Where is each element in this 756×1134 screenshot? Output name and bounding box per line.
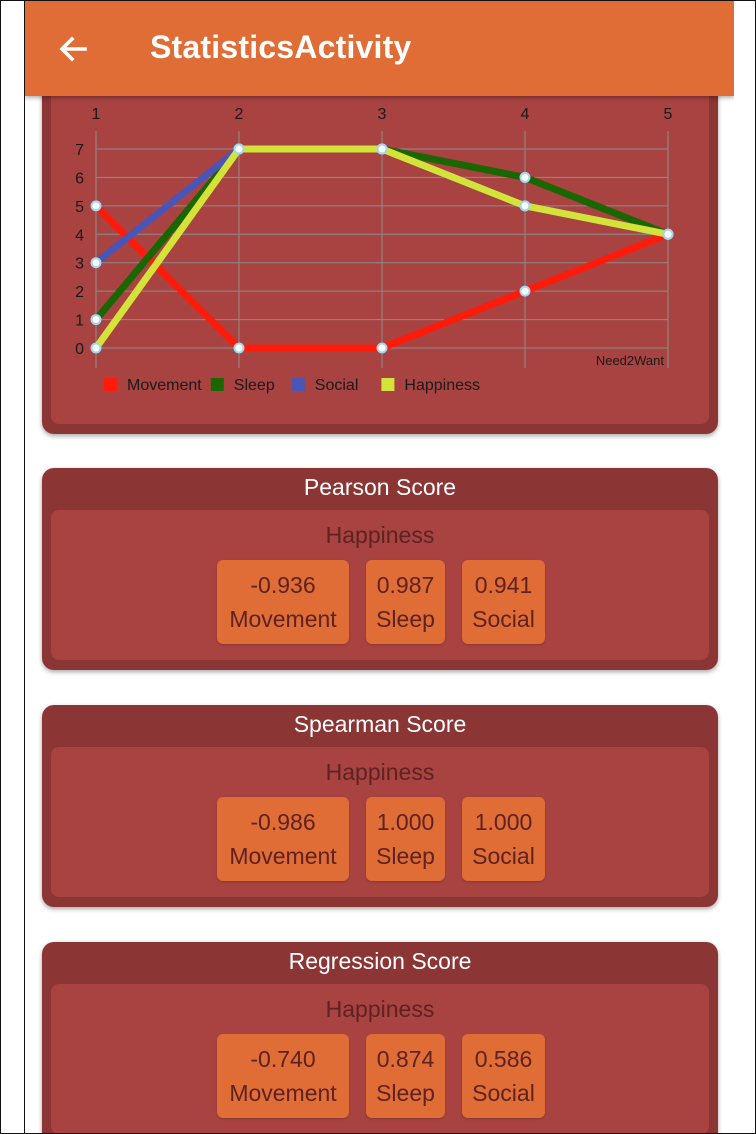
x-tick-label: 2 — [235, 106, 244, 123]
score-label: Sleep — [376, 843, 435, 869]
score-label: Movement — [229, 1080, 337, 1106]
score-card-title: Spearman Score — [293, 711, 467, 737]
data-point-happiness — [519, 200, 531, 212]
score-label: Social — [472, 606, 535, 632]
y-tick-label: 2 — [75, 284, 84, 301]
data-point-happiness — [233, 143, 245, 155]
data-point-movement — [90, 200, 102, 212]
legend-swatch-happiness — [381, 378, 395, 391]
legend-swatch-sleep — [210, 378, 224, 391]
score-label: Social — [472, 843, 535, 869]
score-subtitle: Happiness — [325, 759, 435, 785]
score-chip-social: 1.000 Social — [462, 797, 545, 881]
data-point-movement — [233, 342, 245, 354]
app-screen: StatisticsActivity 1 2 3 4 5 0 1 2 3 4 5 6 7 Need2Wan… — [25, 1, 734, 1133]
score-value: -0.986 — [250, 809, 316, 835]
y-tick-label: 0 — [75, 341, 84, 358]
regression-score-card: Regression Score Happiness -0.740 Moveme… — [42, 942, 718, 1133]
score-chip-social: 0.941 Social — [462, 560, 545, 644]
score-subtitle: Happiness — [325, 996, 435, 1022]
data-point-happiness — [662, 228, 674, 240]
x-tick-label: 4 — [521, 106, 530, 123]
score-value: 0.941 — [474, 572, 533, 598]
legend-label-social: Social — [315, 377, 359, 394]
y-tick-label: 7 — [75, 142, 84, 159]
data-point-sleep — [90, 314, 102, 326]
score-card-title: Pearson Score — [303, 474, 457, 500]
score-value: 0.987 — [376, 572, 435, 598]
data-point-happiness — [376, 143, 388, 155]
app-bar: StatisticsActivity — [25, 1, 734, 96]
legend-label-happiness: Happiness — [404, 377, 480, 394]
data-point-movement — [376, 342, 388, 354]
score-chip-sleep: 0.987 Sleep — [366, 560, 445, 644]
legend-label-movement: Movement — [127, 377, 202, 394]
data-point-social — [90, 257, 102, 269]
score-card-body: Happiness -0.936 Movement 0.987 Sleep 0.… — [51, 510, 709, 660]
data-point-happiness — [90, 342, 102, 354]
score-chip-sleep: 1.000 Sleep — [366, 797, 445, 881]
score-value: -0.936 — [250, 572, 316, 598]
y-tick-label: 3 — [75, 256, 84, 273]
x-tick-label: 1 — [92, 106, 101, 123]
pearson-score-card: Pearson Score Happiness -0.936 Movement … — [42, 468, 718, 670]
score-value: 0.874 — [376, 1046, 435, 1072]
score-card-body: Happiness -0.740 Movement 0.874 Sleep 0.… — [51, 984, 709, 1133]
chart-card-inner: 1 2 3 4 5 0 1 2 3 4 5 6 7 Need2Want Movement Sleep Socia… — [51, 41, 709, 424]
frame-divider — [24, 1, 25, 1133]
score-chip-movement: -0.936 Movement — [217, 560, 349, 644]
spearman-score-card: Spearman Score Happiness -0.986 Movement… — [42, 705, 718, 907]
score-chip-sleep: 0.874 Sleep — [366, 1034, 445, 1118]
score-label: Movement — [229, 843, 337, 869]
data-point-movement — [519, 285, 531, 297]
page-title: StatisticsActivity — [150, 29, 412, 65]
score-label: Movement — [229, 606, 337, 632]
score-card-body: Happiness -0.986 Movement 1.000 Sleep 1.… — [51, 747, 709, 897]
score-value: 1.000 — [376, 809, 435, 835]
score-chip-social: 0.586 Social — [462, 1034, 545, 1118]
score-value: 0.586 — [474, 1046, 533, 1072]
arrow-left-icon[interactable] — [55, 31, 91, 67]
legend-swatch-social — [291, 378, 305, 391]
chart-card: 1 2 3 4 5 0 1 2 3 4 5 6 7 Need2Want Movement Sleep Socia… — [42, 41, 718, 434]
score-chip-movement: -0.986 Movement — [217, 797, 349, 881]
legend-swatch-movement — [104, 378, 117, 391]
score-label: Social — [472, 1080, 535, 1106]
x-tick-label: 3 — [378, 106, 387, 123]
y-tick-label: 5 — [75, 199, 84, 216]
score-chip-movement: -0.740 Movement — [217, 1034, 349, 1118]
score-card-title: Regression Score — [288, 948, 472, 974]
score-value: 1.000 — [474, 809, 533, 835]
legend-label-sleep: Sleep — [234, 377, 275, 394]
score-label: Sleep — [376, 1080, 435, 1106]
score-value: -0.740 — [250, 1046, 316, 1072]
data-point-sleep — [519, 171, 531, 183]
score-subtitle: Happiness — [325, 522, 435, 548]
line-chart[interactable]: 1 2 3 4 5 0 1 2 3 4 5 6 7 Need2Want Movement Sleep Socia… — [51, 41, 709, 424]
score-label: Sleep — [376, 606, 435, 632]
y-tick-label: 6 — [75, 170, 84, 187]
chart-description: Need2Want — [596, 353, 665, 368]
y-tick-label: 4 — [75, 227, 84, 244]
y-tick-label: 1 — [75, 313, 84, 330]
x-tick-label: 5 — [664, 106, 673, 123]
